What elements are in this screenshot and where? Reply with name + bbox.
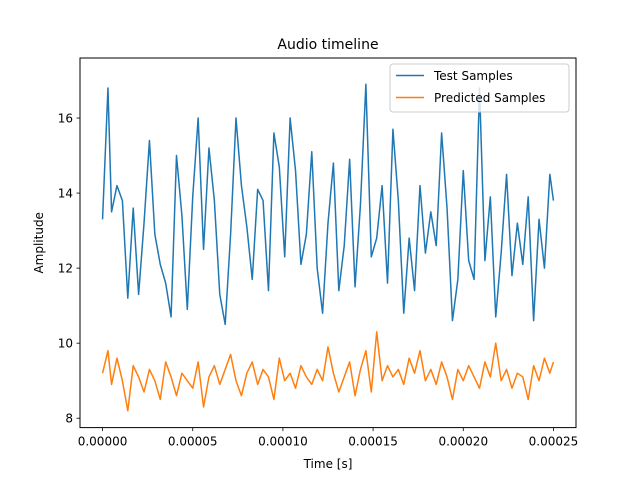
x-tick-label: 0.00000 <box>78 435 128 449</box>
x-tick-label: 0.00015 <box>348 435 398 449</box>
y-tick-label: 8 <box>65 412 73 426</box>
legend-label-test-samples: Test Samples <box>433 69 513 83</box>
x-axis-title: Time [s] <box>303 457 353 471</box>
y-axis-title: Amplitude <box>32 212 46 273</box>
x-tick-label: 0.00005 <box>168 435 218 449</box>
chart-title: Audio timeline <box>277 37 378 53</box>
x-axis: 0.00000 0.00005 0.00010 0.00015 0.00020 0.000… <box>78 427 579 449</box>
x-tick-label: 0.00020 <box>438 435 488 449</box>
legend-label-predicted-samples: Predicted Samples <box>434 91 545 105</box>
y-tick-label: 14 <box>58 187 73 201</box>
x-tick-label: 0.00025 <box>529 435 579 449</box>
legend: Test Samples Predicted Samples <box>389 63 570 113</box>
y-tick-label: 12 <box>58 262 73 276</box>
x-tick-label: 0.00010 <box>258 435 308 449</box>
legend-box <box>389 63 570 113</box>
y-tick-label: 16 <box>58 112 73 126</box>
y-axis: 8 10 12 14 16 <box>58 112 80 426</box>
series-line-predicted-samples <box>101 331 555 412</box>
y-tick-label: 10 <box>58 337 73 351</box>
plot-frame <box>79 57 577 429</box>
